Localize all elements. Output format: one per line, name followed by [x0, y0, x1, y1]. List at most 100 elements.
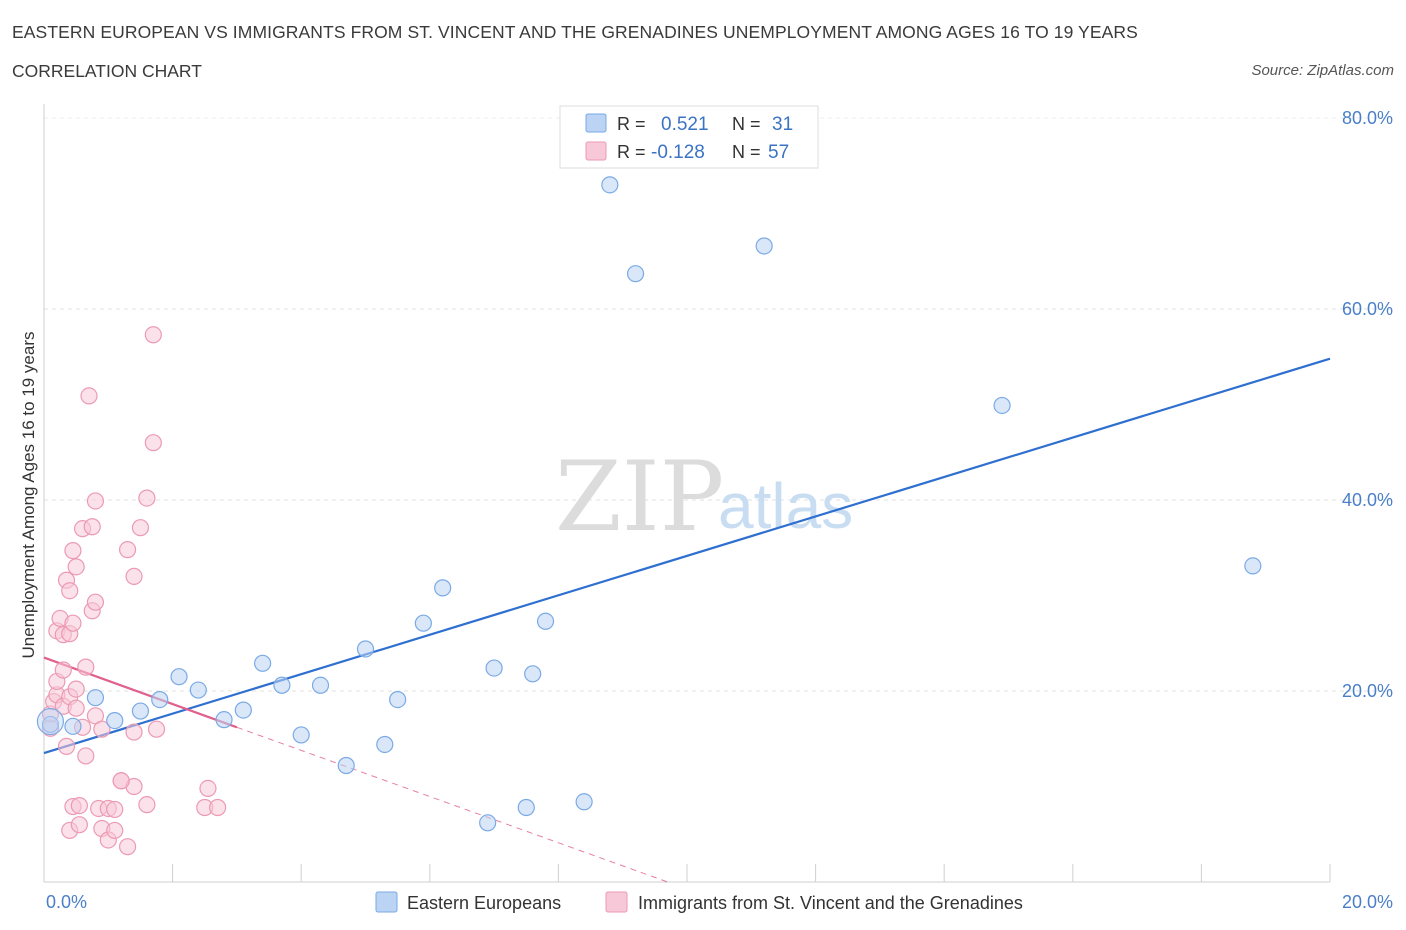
watermark-atlas: atlas [718, 470, 853, 542]
watermark: ZIP atlas [555, 441, 853, 553]
legend-bottom-label-0: Eastern Europeans [407, 893, 561, 913]
data-points [36, 176, 1262, 856]
point-st-vincent [138, 489, 156, 507]
point-st-vincent [70, 796, 88, 815]
point-st-vincent [144, 434, 162, 452]
legend-stats: R = 0.521 N = 31 R = -0.128 N = 57 [559, 105, 819, 169]
point-eastern-european [131, 702, 150, 720]
point-eastern-european [356, 640, 375, 658]
point-st-vincent [70, 816, 88, 834]
legend-bottom-swatch-0 [375, 891, 398, 913]
point-st-vincent [125, 567, 143, 586]
y-tick-label: 60.0% [1342, 299, 1393, 319]
point-eastern-european [254, 654, 272, 672]
point-eastern-european [993, 396, 1011, 415]
point-st-vincent [209, 798, 227, 817]
trendline-eastern-europeans [43, 357, 1331, 755]
point-eastern-european [755, 237, 773, 255]
point-eastern-european [485, 659, 503, 677]
point-eastern-european [151, 690, 169, 709]
point-st-vincent [67, 558, 85, 576]
point-st-vincent [112, 772, 130, 790]
legend-r-value-1: -0.128 [651, 142, 705, 163]
point-eastern-european [479, 814, 497, 832]
x-tick-label: 20.0% [1342, 892, 1393, 912]
point-eastern-european [524, 665, 542, 683]
point-eastern-european [170, 668, 188, 686]
point-st-vincent [80, 387, 98, 405]
point-st-vincent [64, 542, 82, 560]
point-st-vincent [118, 541, 137, 559]
point-st-vincent [77, 747, 95, 765]
point-st-vincent [57, 737, 76, 755]
legend-r-label-0: R = [617, 114, 646, 134]
point-eastern-european [376, 735, 394, 754]
point-eastern-european [414, 614, 432, 632]
point-st-vincent [106, 800, 124, 819]
grid-lines [44, 117, 1392, 692]
point-st-vincent [86, 593, 105, 611]
point-eastern-european [273, 676, 291, 694]
point-eastern-european [337, 756, 355, 775]
trendline-st-vincent [43, 656, 238, 729]
point-st-vincent [54, 661, 72, 679]
point-st-vincent [106, 821, 124, 840]
legend-bottom-swatch-1 [605, 891, 628, 913]
legend-n-value-0: 31 [772, 114, 793, 135]
legend-bottom-label-1: Immigrants from St. Vincent and the Gren… [638, 893, 1023, 913]
y-tick-label: 20.0% [1342, 681, 1393, 701]
point-st-vincent [61, 582, 79, 600]
watermark-zip: ZIP [555, 441, 724, 553]
legend-n-label-1: N = [732, 142, 761, 162]
point-eastern-european [517, 798, 535, 817]
point-st-vincent [144, 326, 162, 344]
point-eastern-european [601, 176, 619, 194]
point-st-vincent [64, 614, 82, 632]
point-eastern-european [234, 701, 252, 719]
point-eastern-european [389, 690, 407, 709]
point-eastern-european [106, 712, 124, 730]
point-eastern-european [626, 265, 645, 283]
point-st-vincent [131, 519, 150, 537]
point-st-vincent [93, 720, 111, 738]
y-tick-label: 40.0% [1342, 490, 1393, 510]
point-eastern-european [292, 726, 310, 744]
point-eastern-european [86, 689, 105, 707]
point-st-vincent [138, 796, 156, 814]
point-eastern-european [41, 715, 60, 734]
legend-n-label-0: N = [732, 114, 761, 134]
point-eastern-european [64, 717, 82, 735]
trend-lines [43, 357, 1331, 883]
point-eastern-european [215, 711, 233, 729]
point-st-vincent [77, 658, 95, 676]
legend-swatch-st-vincent [585, 141, 607, 161]
chart-source: Source: ZipAtlas.com [1251, 62, 1394, 79]
legend-r-value-0: 0.521 [661, 114, 709, 135]
y-tick-label: 80.0% [1342, 108, 1393, 128]
x-tick-label: 0.0% [46, 892, 87, 912]
legend-swatch-eastern-europeans [585, 113, 607, 133]
point-eastern-european [1244, 557, 1262, 575]
legend-r-label-1: R = [617, 142, 646, 162]
chart-subtitle: CORRELATION CHART [12, 61, 202, 81]
point-st-vincent [118, 838, 137, 856]
tick-labels: 20.0% 40.0% 60.0% 80.0% 0.0% 20.0% [46, 108, 1393, 912]
point-eastern-european [311, 676, 330, 694]
point-eastern-european [189, 681, 207, 699]
chart-title: EASTERN EUROPEAN VS IMMIGRANTS FROM ST. … [12, 22, 1138, 42]
point-st-vincent [83, 518, 101, 536]
point-st-vincent [147, 720, 166, 738]
legend-n-value-1: 57 [768, 142, 789, 163]
point-eastern-european [434, 579, 452, 597]
point-st-vincent [125, 723, 143, 741]
point-st-vincent [199, 779, 217, 798]
point-st-vincent [67, 699, 85, 717]
point-st-vincent [67, 680, 85, 698]
point-st-vincent [86, 492, 105, 510]
trendline-st-vincent-extension [236, 726, 668, 883]
legend-series: Eastern Europeans Immigrants from St. Vi… [375, 891, 1023, 913]
point-eastern-european [536, 612, 555, 630]
point-eastern-european [575, 793, 593, 811]
point-eastern-european [36, 707, 65, 736]
